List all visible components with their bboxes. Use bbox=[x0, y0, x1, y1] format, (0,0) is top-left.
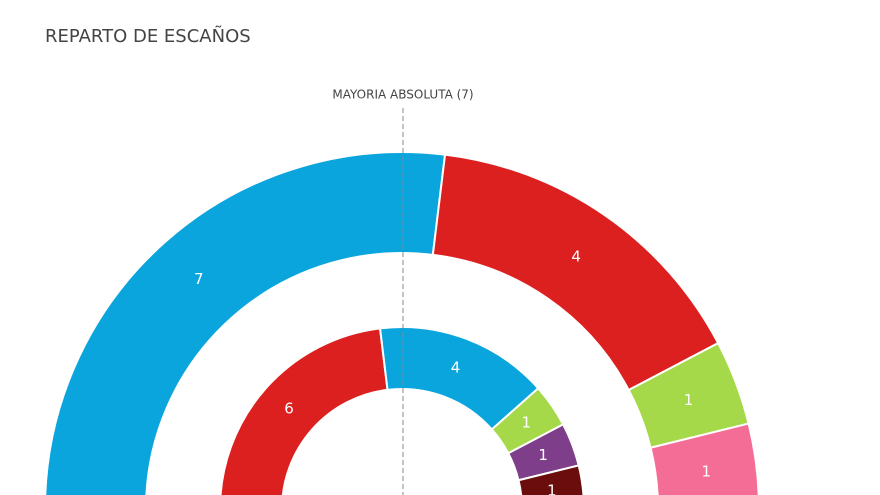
segment-label: 4 bbox=[451, 358, 461, 376]
segment-label: 6 bbox=[284, 399, 294, 417]
segment-label: 1 bbox=[521, 414, 531, 432]
segment-label: 1 bbox=[538, 446, 548, 464]
segment-label: 7 bbox=[194, 270, 204, 288]
seat-segment bbox=[44, 151, 447, 495]
majority-label: MAYORIA ABSOLUTA (7) bbox=[332, 88, 473, 102]
seat-segment bbox=[517, 464, 585, 495]
seat-segment bbox=[649, 422, 760, 495]
segment-label: 4 bbox=[571, 247, 581, 265]
segment-label: 1 bbox=[684, 391, 694, 409]
segment-label: 1 bbox=[547, 481, 557, 495]
seat-segment bbox=[219, 327, 389, 495]
chart-title: REPARTO DE ESCAÑOS bbox=[45, 25, 251, 47]
segment-label: 1 bbox=[701, 463, 711, 481]
